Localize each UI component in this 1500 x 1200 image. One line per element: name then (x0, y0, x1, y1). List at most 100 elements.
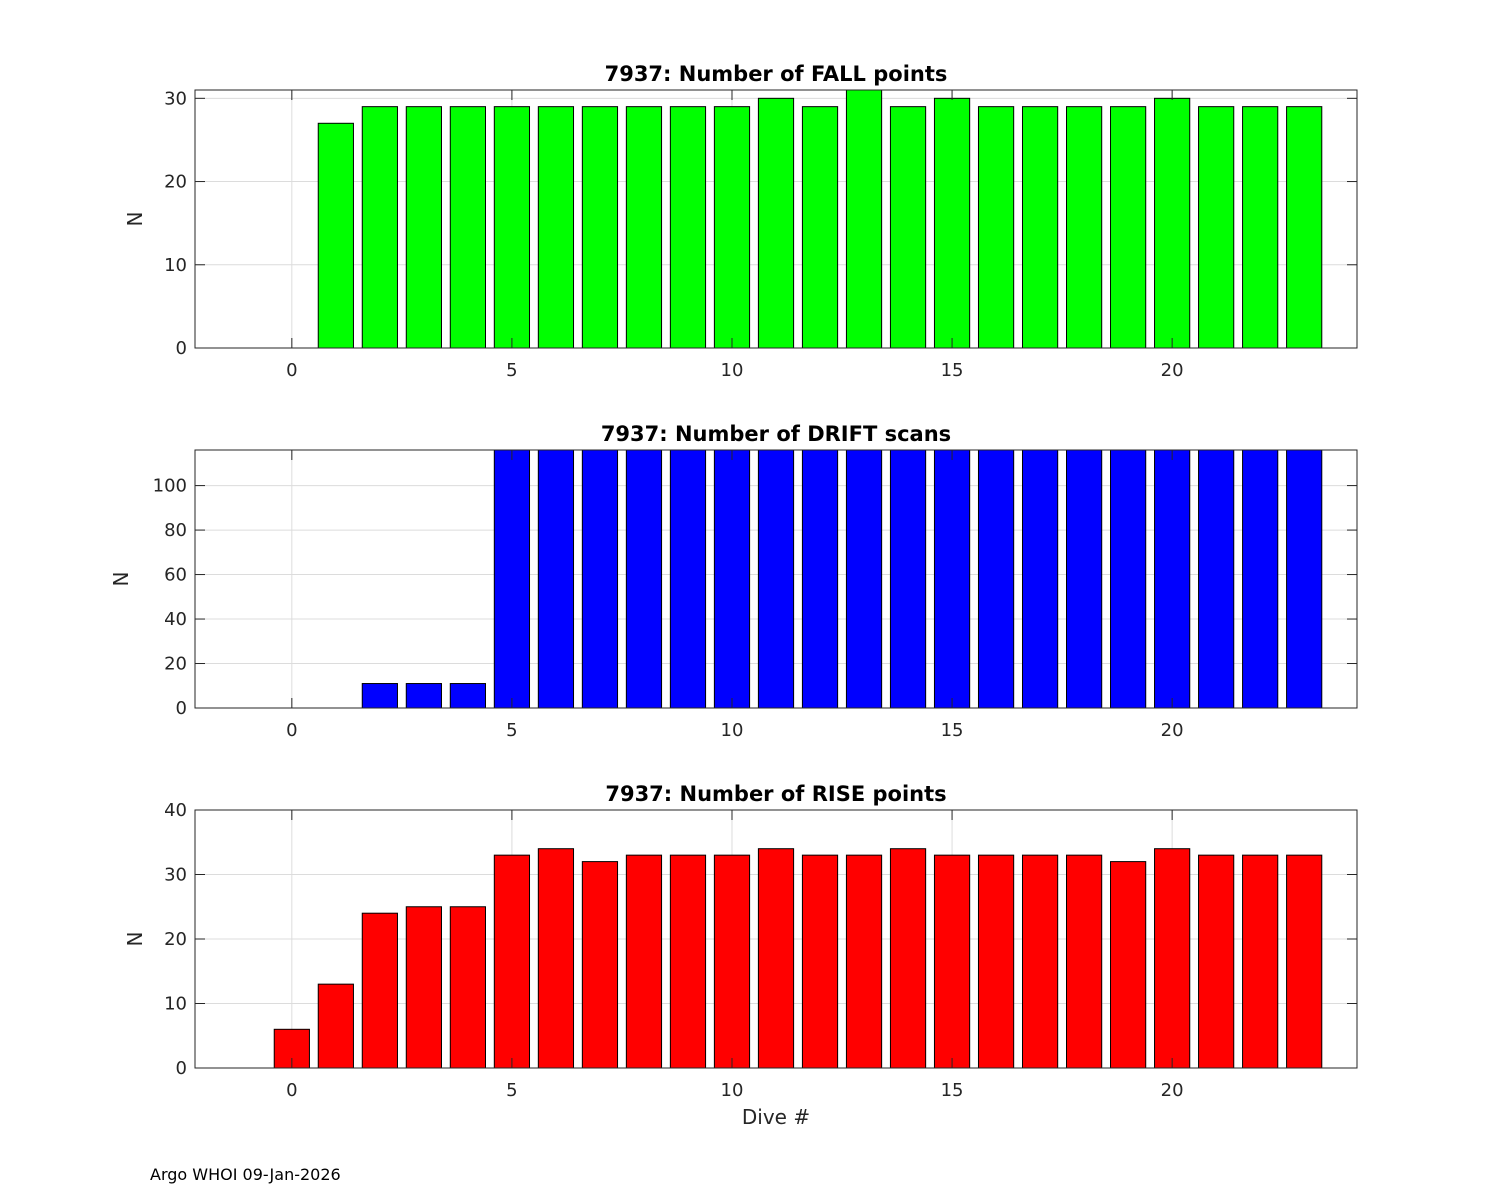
rise-bar-dive-13 (845, 854, 883, 1069)
drift-x-tick-label: 0 (286, 720, 297, 741)
drift-y-tick-label: 40 (164, 609, 187, 630)
drift-bar-dive-8 (625, 449, 663, 709)
rise-bar-dive-1 (317, 983, 354, 1069)
drift-bar-dive-10 (713, 449, 751, 709)
fall-y-tick-label: 10 (164, 255, 187, 276)
fall-x-tick-label: 20 (1161, 360, 1184, 381)
fall-bar-dive-11 (757, 97, 795, 349)
drift-bar-dive-6 (537, 449, 575, 709)
drift-bar-dive-9 (669, 449, 707, 709)
fall-axes-box (194, 89, 1358, 349)
rise-y-tick-label: 40 (164, 800, 187, 821)
fall-bar-dive-1 (317, 122, 354, 349)
fall-x-tick-label: 15 (941, 360, 964, 381)
rise-y-axis-label: N (123, 932, 147, 947)
fall-bar-dive-23 (1286, 106, 1323, 349)
rise-bar-dive-2 (361, 912, 398, 1069)
rise-bar-dive-7 (581, 861, 619, 1069)
drift-bar-dive-13 (845, 449, 883, 709)
drift-bar-dive-21 (1198, 449, 1235, 709)
rise-x-tick-label: 15 (941, 1080, 964, 1101)
fall-bar-dive-21 (1198, 106, 1235, 349)
rise-bar-dive-20 (1154, 848, 1191, 1069)
drift-axes-box (194, 449, 1358, 709)
fall-bar-dive-17 (1021, 106, 1059, 349)
fall-bar-dive-16 (977, 106, 1015, 349)
drift-y-tick-label: 100 (153, 476, 187, 497)
rise-y-tick-label: 30 (164, 865, 187, 886)
fall-y-tick-label: 30 (164, 88, 187, 109)
drift-bar-dive-2 (361, 683, 398, 709)
fall-bar-dive-10 (713, 106, 751, 349)
rise-bar-dive-8 (625, 854, 663, 1069)
drift-bar-dive-19 (1110, 449, 1147, 709)
fall-bar-dive-20 (1154, 97, 1191, 349)
rise-bar-dive-14 (889, 848, 927, 1069)
rise-bar-dive-17 (1021, 854, 1059, 1069)
rise-bar-dive-9 (669, 854, 707, 1069)
drift-bar-dive-14 (889, 449, 927, 709)
fall-x-tick-label: 5 (506, 360, 517, 381)
drift-bar-dive-16 (977, 449, 1015, 709)
rise-x-tick-label: 5 (506, 1080, 517, 1101)
rise-bar-dive-22 (1242, 854, 1279, 1069)
rise-bar-dive-5 (493, 854, 531, 1069)
drift-y-tick-label: 0 (176, 698, 187, 719)
drift-bar-dive-23 (1286, 449, 1323, 709)
drift-scans-panel: 0 5 10 15 20 0 20 40 60 80 100 7937: Number of DRIF… (109, 422, 1358, 741)
drift-x-tick-label: 20 (1161, 720, 1184, 741)
fall-bar-dive-5 (493, 106, 531, 349)
fall-y-tick-label: 0 (176, 338, 187, 359)
fall-bar-dive-8 (625, 106, 663, 349)
fall-bar-dive-14 (889, 106, 927, 349)
drift-y-tick-label: 60 (164, 565, 187, 586)
drift-x-tick-label: 10 (721, 720, 744, 741)
drift-x-tick-label: 15 (941, 720, 964, 741)
drift-bar-dive-17 (1021, 449, 1059, 709)
fall-bar-dive-6 (537, 106, 575, 349)
fall-bar-dive-15 (933, 97, 971, 349)
rise-bar-dive-3 (405, 906, 442, 1069)
drift-x-tick-label: 5 (506, 720, 517, 741)
rise-x-axis-label: Dive # (742, 1105, 810, 1129)
drift-bar-dive-15 (933, 449, 971, 709)
rise-x-tick-label: 0 (286, 1080, 297, 1101)
drift-chart-title: 7937: Number of DRIFT scans (601, 422, 951, 446)
fall-bar-dive-9 (669, 106, 707, 349)
rise-y-tick-label: 10 (164, 994, 187, 1015)
rise-bar-dive-10 (713, 854, 751, 1069)
rise-bar-dive-12 (801, 854, 839, 1069)
fall-bar-dive-12 (801, 106, 839, 349)
rise-bar-dive-18 (1066, 854, 1103, 1069)
rise-bar-dive-4 (449, 906, 486, 1069)
drift-bar-dive-12 (801, 449, 839, 709)
rise-chart-title: 7937: Number of RISE points (605, 782, 946, 806)
drift-y-tick-label: 80 (164, 520, 187, 541)
fall-x-tick-label: 10 (721, 360, 744, 381)
footer-credit: Argo WHOI 09-Jan-2026 (150, 1165, 341, 1184)
drift-bar-dive-4 (449, 683, 486, 709)
fall-chart-title: 7937: Number of FALL points (605, 62, 948, 86)
rise-x-tick-label: 20 (1161, 1080, 1184, 1101)
rise-x-tick-label: 10 (721, 1080, 744, 1101)
drift-bar-dive-18 (1066, 449, 1103, 709)
drift-bar-dive-5 (493, 449, 531, 709)
fall-bar-dive-3 (405, 106, 442, 349)
drift-y-tick-label: 20 (164, 654, 187, 675)
rise-bar-dive-19 (1110, 861, 1147, 1069)
rise-bar-dive-16 (977, 854, 1015, 1069)
drift-bar-dive-3 (405, 683, 442, 709)
fall-bar-dive-19 (1110, 106, 1147, 349)
rise-points-panel: 0 5 10 15 20 0 10 20 30 40 7937: Number of RISE po… (123, 782, 1358, 1129)
fall-bar-dive-4 (449, 106, 486, 349)
drift-y-axis-label: N (109, 572, 133, 587)
drift-bar-dive-7 (581, 449, 619, 709)
fall-bar-dive-2 (361, 106, 398, 349)
drift-bar-dive-22 (1242, 449, 1279, 709)
fall-bar-dive-13 (845, 89, 883, 349)
fall-y-axis-label: N (123, 212, 147, 227)
rise-bar-dive-23 (1286, 854, 1323, 1069)
rise-y-tick-label: 0 (176, 1058, 187, 1079)
drift-bar-dive-11 (757, 449, 795, 709)
fall-x-tick-label: 0 (286, 360, 297, 381)
